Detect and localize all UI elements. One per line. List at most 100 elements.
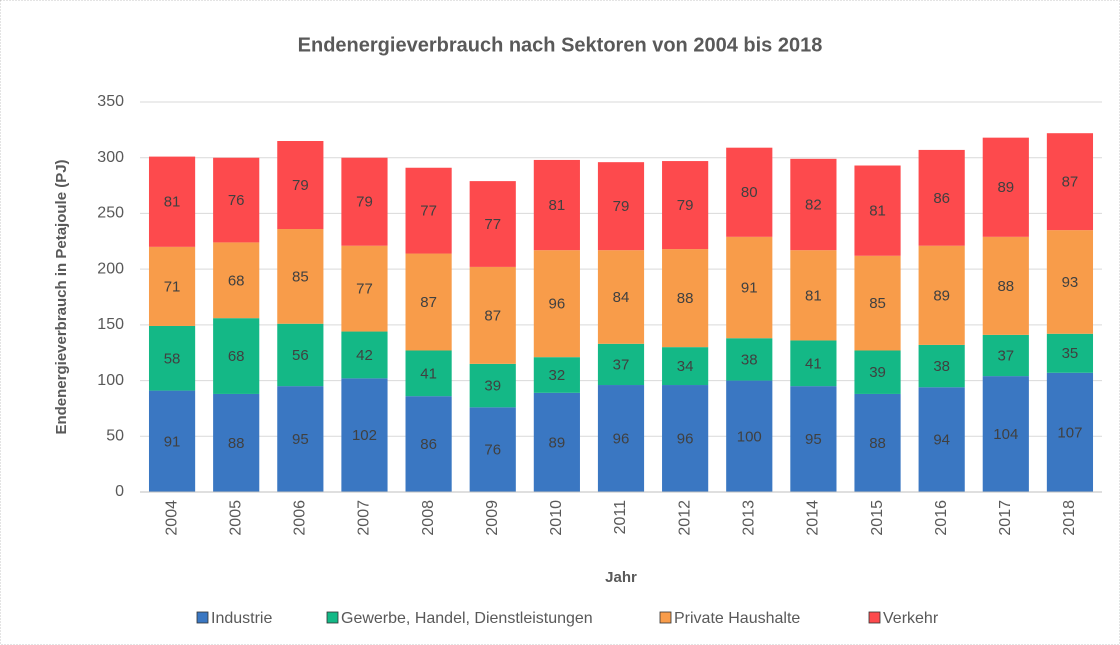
data-label: 39 bbox=[484, 378, 501, 395]
data-label: 84 bbox=[613, 289, 630, 306]
data-label: 87 bbox=[1062, 174, 1079, 191]
data-label: 77 bbox=[356, 281, 373, 298]
data-label: 85 bbox=[869, 295, 886, 312]
bar-segment bbox=[341, 245, 388, 332]
x-tick-label: 2011 bbox=[612, 500, 629, 535]
data-label: 87 bbox=[420, 294, 437, 311]
bar-segment bbox=[405, 253, 452, 351]
y-tick-label: 150 bbox=[97, 316, 124, 333]
data-label: 41 bbox=[805, 355, 822, 372]
bar-segment bbox=[148, 390, 196, 492]
x-tick-label: 2008 bbox=[420, 500, 437, 536]
bar-segment bbox=[790, 340, 837, 387]
data-label: 80 bbox=[741, 184, 758, 201]
bar-segment bbox=[1046, 333, 1094, 373]
bar-segment bbox=[790, 158, 837, 251]
data-label: 81 bbox=[549, 197, 566, 214]
x-tick-label: 2010 bbox=[548, 500, 565, 536]
data-label: 88 bbox=[869, 435, 886, 452]
y-tick-label: 50 bbox=[106, 428, 124, 445]
data-label: 89 bbox=[933, 287, 950, 304]
x-tick-label: 2006 bbox=[292, 500, 309, 536]
bar-segment bbox=[982, 137, 1029, 237]
bar-segment bbox=[213, 318, 260, 394]
data-label: 68 bbox=[228, 272, 245, 289]
x-tick-label: 2012 bbox=[676, 500, 693, 536]
data-label: 79 bbox=[356, 194, 373, 211]
bar-segment bbox=[213, 393, 260, 492]
bar-segment bbox=[597, 385, 645, 492]
legend-swatch bbox=[196, 611, 209, 624]
x-tick-label: 2014 bbox=[805, 500, 822, 536]
x-tick-label: 2005 bbox=[227, 500, 244, 536]
bar-segment bbox=[726, 338, 773, 381]
bar-segment bbox=[662, 347, 709, 386]
bar-segment bbox=[790, 250, 837, 341]
bar-segment bbox=[533, 357, 580, 393]
x-tick-label: 2004 bbox=[163, 500, 180, 536]
data-label: 41 bbox=[420, 365, 437, 382]
bar-segment bbox=[1046, 372, 1094, 492]
data-label: 107 bbox=[1057, 424, 1082, 441]
data-label: 68 bbox=[228, 348, 245, 365]
data-label: 37 bbox=[613, 356, 630, 373]
x-tick-label: 2013 bbox=[740, 500, 757, 536]
data-label: 94 bbox=[933, 432, 950, 449]
bar-segment bbox=[854, 165, 901, 256]
data-label: 89 bbox=[997, 179, 1014, 196]
data-label: 104 bbox=[993, 426, 1018, 443]
bar-segment bbox=[405, 350, 452, 397]
data-label: 88 bbox=[228, 435, 245, 452]
bar-segment bbox=[726, 380, 773, 492]
x-tick-label: 2016 bbox=[933, 500, 950, 536]
bar-segment bbox=[918, 344, 965, 388]
bar-segment bbox=[533, 159, 580, 251]
data-label: 91 bbox=[741, 279, 758, 296]
bar-segment bbox=[982, 236, 1029, 335]
data-label: 100 bbox=[737, 428, 762, 445]
data-label: 71 bbox=[164, 278, 181, 295]
data-label: 77 bbox=[420, 203, 437, 220]
bar-segment bbox=[277, 229, 324, 324]
bar-segment bbox=[1046, 133, 1094, 231]
data-label: 76 bbox=[484, 442, 501, 459]
bar-segment bbox=[469, 181, 516, 267]
y-tick-label: 300 bbox=[97, 149, 124, 166]
data-label: 96 bbox=[549, 296, 566, 313]
data-label: 39 bbox=[869, 364, 886, 381]
data-label: 81 bbox=[869, 203, 886, 220]
bar-segment bbox=[533, 250, 580, 358]
x-tick-label: 2015 bbox=[869, 500, 886, 536]
bar-segment bbox=[277, 386, 324, 492]
bar-segment bbox=[405, 167, 452, 254]
y-tick-label: 350 bbox=[97, 93, 124, 110]
bar-segment bbox=[662, 385, 709, 492]
x-axis-title: Jahr bbox=[605, 569, 637, 586]
data-label: 56 bbox=[292, 347, 309, 364]
data-label: 79 bbox=[677, 197, 694, 214]
bar-segment bbox=[533, 392, 580, 492]
bar-segment bbox=[341, 378, 388, 492]
data-label: 58 bbox=[164, 350, 181, 367]
bar-segment bbox=[982, 376, 1029, 492]
data-label: 102 bbox=[352, 427, 377, 444]
legend-label: Industrie bbox=[211, 610, 272, 627]
data-label: 37 bbox=[997, 347, 1014, 364]
data-label: 81 bbox=[805, 287, 822, 304]
bar-segment bbox=[790, 386, 837, 492]
bar-segment bbox=[213, 157, 260, 243]
bar-segment bbox=[341, 331, 388, 379]
bar-segment bbox=[854, 393, 901, 492]
bar-segment bbox=[982, 334, 1029, 377]
data-label: 95 bbox=[292, 431, 309, 448]
chart-title: Endenergieverbrauch nach Sektoren von 20… bbox=[298, 34, 823, 56]
bar-segment bbox=[469, 266, 516, 364]
legend-swatch bbox=[659, 611, 672, 624]
y-axis-title: Endenergieverbrauch in Petajoule (PJ) bbox=[53, 159, 70, 434]
data-label: 87 bbox=[484, 307, 501, 324]
bar-segment bbox=[597, 343, 645, 386]
data-label: 81 bbox=[164, 194, 181, 211]
data-label: 38 bbox=[933, 358, 950, 375]
bar-segment bbox=[918, 245, 965, 345]
